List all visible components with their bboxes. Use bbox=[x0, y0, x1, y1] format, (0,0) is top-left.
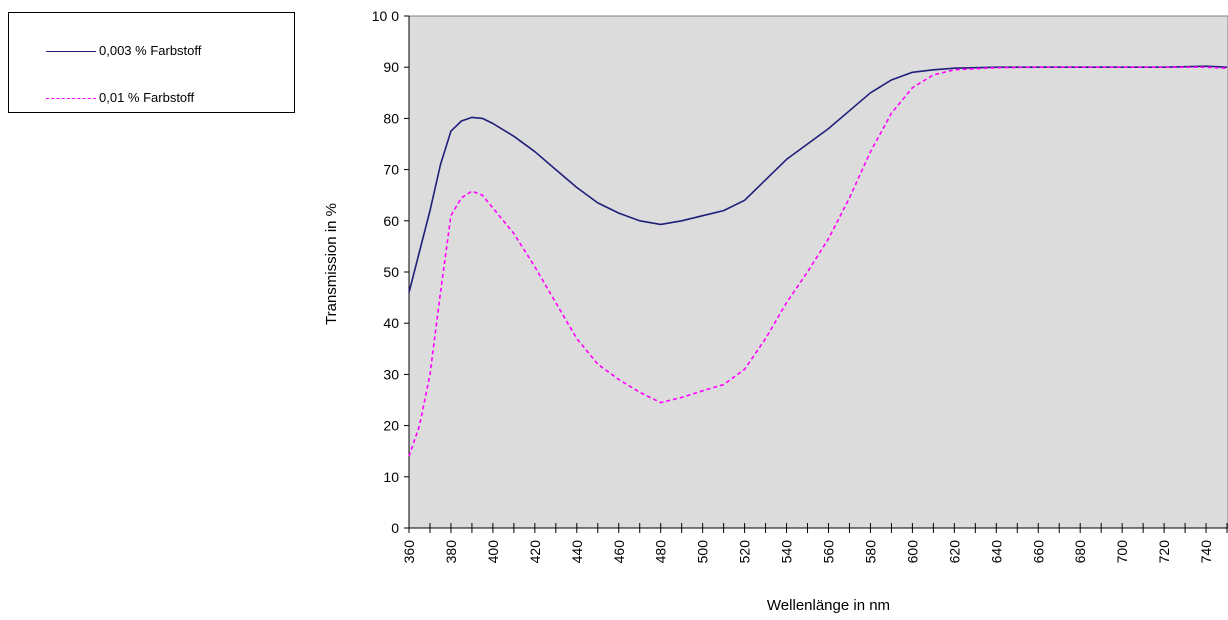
x-tick-label: 700 bbox=[1114, 540, 1130, 564]
x-tick-label: 580 bbox=[862, 540, 878, 564]
y-tick-label: 40 bbox=[383, 315, 399, 331]
x-tick-label: 360 bbox=[401, 540, 417, 564]
legend-swatch-series-2 bbox=[46, 98, 96, 99]
y-tick-label: 20 bbox=[383, 418, 399, 434]
y-tick-label: 80 bbox=[383, 110, 399, 126]
x-tick-label: 660 bbox=[1030, 540, 1046, 564]
legend-label-series-2: 0,01 % Farbstoff bbox=[99, 90, 195, 105]
x-axis-label: Wellenlänge in nm bbox=[767, 597, 890, 614]
x-tick-label: 600 bbox=[904, 540, 920, 564]
x-tick-label: 740 bbox=[1198, 540, 1214, 564]
y-tick-label: 60 bbox=[383, 213, 399, 229]
x-tick-label: 640 bbox=[988, 540, 1004, 564]
legend-item-series-1: 0,003 % Farbstoff bbox=[9, 42, 289, 62]
x-tick-label: 500 bbox=[695, 540, 711, 564]
y-tick-label: 50 bbox=[383, 264, 399, 280]
x-tick-label: 460 bbox=[611, 540, 627, 564]
legend-swatch-series-1 bbox=[46, 51, 96, 52]
x-tick-label: 480 bbox=[653, 540, 669, 564]
legend-item-series-2: 0,01 % Farbstoff bbox=[9, 89, 289, 109]
y-tick-label: 90 bbox=[383, 59, 399, 75]
x-tick-label: 380 bbox=[443, 540, 459, 564]
x-tick-label: 520 bbox=[737, 540, 753, 564]
legend: 0,003 % Farbstoff 0,01 % Farbstoff bbox=[8, 12, 295, 113]
y-tick-label: 30 bbox=[383, 366, 399, 382]
x-tick-label: 440 bbox=[569, 540, 585, 564]
series-line-1 bbox=[408, 65, 1228, 293]
y-axis-label: Transmission in % bbox=[323, 203, 340, 325]
x-tick-label: 680 bbox=[1072, 540, 1088, 564]
x-tick-label: 560 bbox=[821, 540, 837, 564]
x-tick-label: 620 bbox=[946, 540, 962, 564]
x-tick-label: 420 bbox=[527, 540, 543, 564]
x-tick-label: 400 bbox=[485, 540, 501, 564]
x-tick-label: 720 bbox=[1156, 540, 1172, 564]
y-tick-label: 70 bbox=[383, 162, 399, 178]
y-tick-label: 0 bbox=[391, 520, 399, 536]
y-tick-label: 10 bbox=[383, 469, 399, 485]
legend-label-series-1: 0,003 % Farbstoff bbox=[99, 43, 202, 58]
x-tick-label: 540 bbox=[779, 540, 795, 564]
y-tick-label: 10 0 bbox=[372, 8, 399, 24]
plot-area bbox=[408, 15, 1228, 529]
